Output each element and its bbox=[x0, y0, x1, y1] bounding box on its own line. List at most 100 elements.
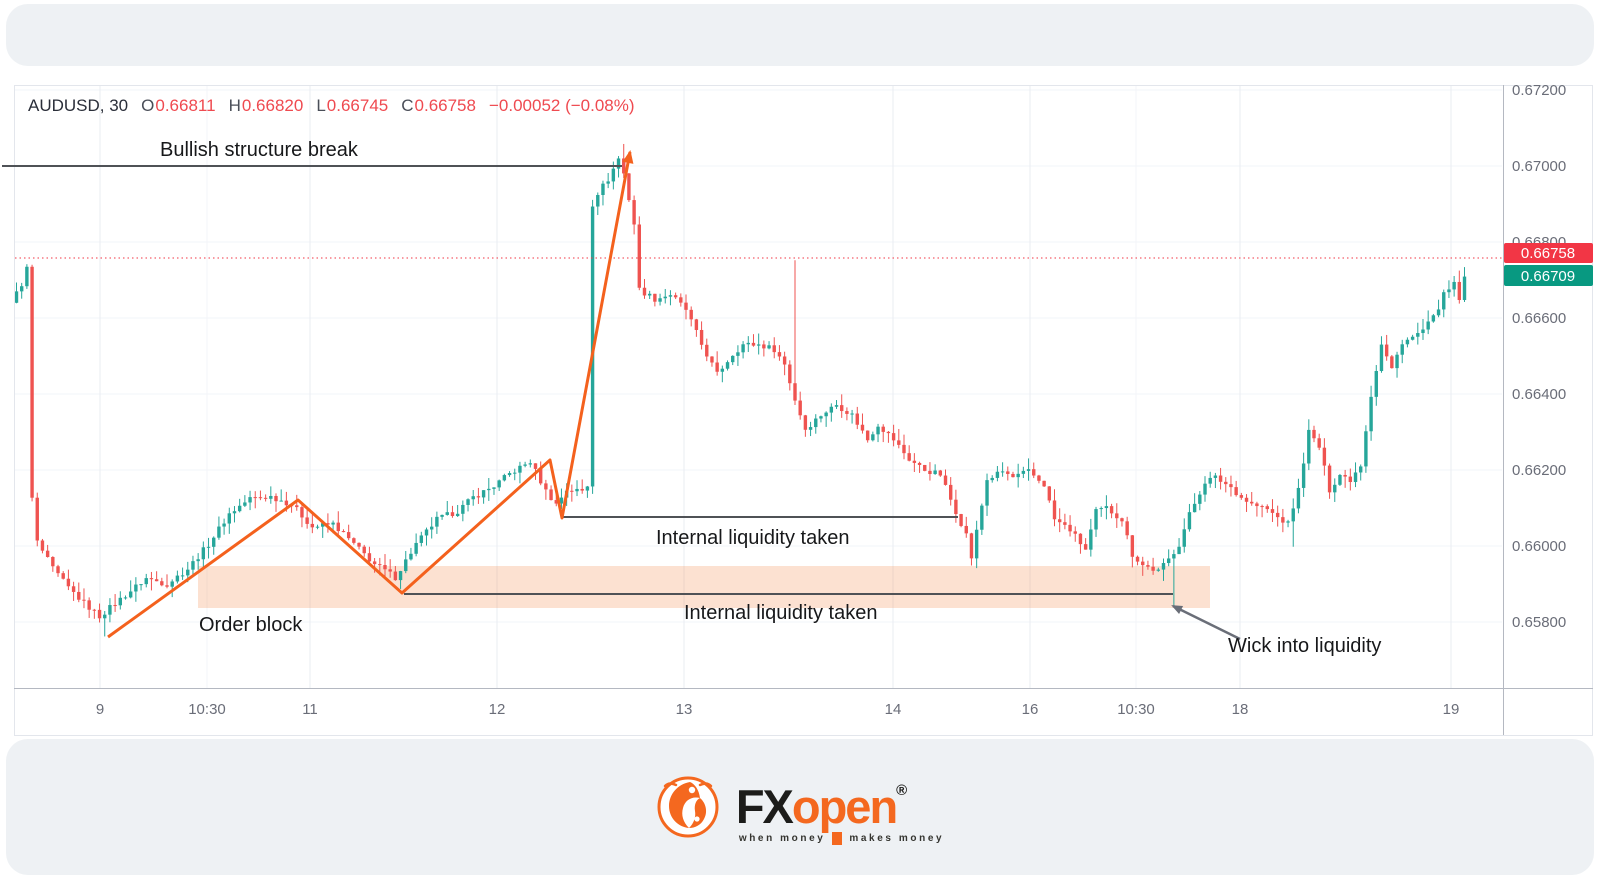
internal-liquidity-label-2[interactable]: Internal liquidity taken bbox=[684, 602, 877, 624]
candle-body bbox=[1078, 533, 1083, 545]
candle-body bbox=[808, 427, 813, 430]
candle-body bbox=[1462, 276, 1467, 301]
time-axis[interactable]: 9 10:30 11 12 13 14 16 10:30 18 19 bbox=[96, 701, 1460, 718]
candle-body bbox=[710, 356, 714, 363]
candle-body bbox=[990, 477, 994, 481]
time-axis-label: 11 bbox=[302, 701, 318, 718]
candle-body bbox=[487, 488, 491, 491]
price-axis-label: 0.67000 bbox=[1512, 158, 1566, 175]
candle-body bbox=[1120, 518, 1124, 522]
wick-into-liquidity-label[interactable]: Wick into liquidity bbox=[1228, 635, 1381, 657]
candle-body bbox=[30, 266, 34, 498]
candle-body bbox=[336, 522, 340, 532]
zigzag-trendline[interactable] bbox=[107, 151, 632, 639]
candle-body bbox=[616, 158, 621, 169]
candle-body bbox=[92, 609, 97, 611]
structure-break-label[interactable]: Bullish structure break bbox=[160, 139, 359, 161]
candle-body bbox=[1359, 466, 1363, 473]
candle-body bbox=[1135, 556, 1140, 562]
candle-body bbox=[352, 538, 356, 543]
candle-body bbox=[346, 532, 351, 539]
candle-body bbox=[1343, 474, 1347, 477]
time-axis-label: 12 bbox=[489, 701, 506, 718]
candle-body bbox=[1000, 471, 1005, 473]
candle-body bbox=[699, 329, 704, 345]
wick-arrowhead-icon bbox=[1171, 605, 1184, 615]
fxopen-emblem-icon bbox=[657, 776, 719, 838]
price-axis-label: 0.65800 bbox=[1512, 614, 1566, 631]
candle-body bbox=[1301, 463, 1306, 488]
candle-body bbox=[35, 497, 39, 541]
candle-body bbox=[1275, 512, 1280, 518]
symbol-legend[interactable]: AUDUSD, 30 O0.66811 H0.66820 L0.66745 C0.667… bbox=[28, 96, 635, 115]
price-axis-label: 0.66200 bbox=[1512, 462, 1566, 479]
candle-body bbox=[974, 529, 979, 559]
candle-body bbox=[15, 291, 19, 303]
candle-body bbox=[279, 500, 283, 502]
candle-body bbox=[632, 200, 636, 225]
candle-body bbox=[907, 453, 911, 461]
candle-body bbox=[123, 597, 128, 599]
order-block-zone[interactable] bbox=[198, 566, 1210, 608]
top-spacer-band bbox=[6, 4, 1594, 66]
candle-body bbox=[772, 345, 776, 353]
candle-body bbox=[1104, 506, 1109, 509]
candle-body bbox=[756, 344, 761, 346]
candle-body bbox=[165, 585, 169, 587]
candle-body bbox=[113, 605, 117, 607]
candle-body bbox=[767, 345, 771, 349]
candle-body bbox=[160, 581, 164, 586]
candle-body bbox=[71, 586, 76, 592]
candle-body bbox=[103, 614, 107, 619]
order-block-label[interactable]: Order block bbox=[199, 614, 303, 636]
candle-body bbox=[570, 490, 574, 492]
candle-body bbox=[585, 486, 590, 491]
candle-body bbox=[393, 571, 398, 581]
candle-body bbox=[891, 433, 896, 441]
candle-body bbox=[782, 356, 787, 365]
candle-body bbox=[1083, 544, 1088, 550]
candle-body bbox=[424, 529, 429, 536]
candle-body bbox=[227, 513, 231, 524]
candle-body bbox=[1307, 429, 1311, 464]
grid-layer bbox=[15, 86, 1502, 688]
candle-body bbox=[777, 352, 782, 357]
candle-body bbox=[1125, 521, 1129, 536]
candle-body bbox=[476, 496, 481, 498]
candle-body bbox=[1229, 484, 1233, 488]
candle-body bbox=[1011, 473, 1015, 478]
candle-body bbox=[881, 426, 885, 432]
candle-body bbox=[694, 319, 699, 330]
candle-body bbox=[170, 581, 174, 587]
wordmark-fx: FX bbox=[735, 780, 794, 833]
wick-arrow-line[interactable] bbox=[1172, 604, 1241, 641]
candle-body bbox=[959, 514, 963, 526]
candle-body bbox=[865, 430, 870, 441]
legend-part: 0.66745 bbox=[327, 96, 388, 115]
candle-body bbox=[860, 424, 865, 431]
candle-body bbox=[19, 286, 24, 292]
candle-body bbox=[964, 525, 968, 534]
candle-body bbox=[622, 158, 626, 174]
prev-close-badge: 0.66758 bbox=[1504, 243, 1593, 263]
candle-body bbox=[575, 488, 579, 492]
candle-body bbox=[949, 484, 953, 500]
candle-body bbox=[1317, 438, 1321, 448]
candle-body bbox=[45, 550, 50, 558]
candle-body bbox=[793, 383, 797, 401]
candle-body bbox=[658, 298, 662, 302]
candle-body bbox=[840, 405, 844, 412]
candle-body bbox=[1353, 472, 1358, 483]
candle-body bbox=[97, 609, 102, 619]
candle-body bbox=[720, 368, 725, 372]
internal-liquidity-label-1[interactable]: Internal liquidity taken bbox=[656, 527, 849, 549]
candle-body bbox=[1426, 321, 1430, 330]
candle-body bbox=[1265, 506, 1269, 510]
chart-widget-frame bbox=[14, 85, 1593, 736]
candle-body bbox=[819, 416, 823, 419]
candle-body bbox=[679, 297, 683, 303]
candle-body bbox=[66, 578, 71, 587]
candle-body bbox=[331, 522, 335, 525]
candle-body bbox=[933, 470, 937, 475]
